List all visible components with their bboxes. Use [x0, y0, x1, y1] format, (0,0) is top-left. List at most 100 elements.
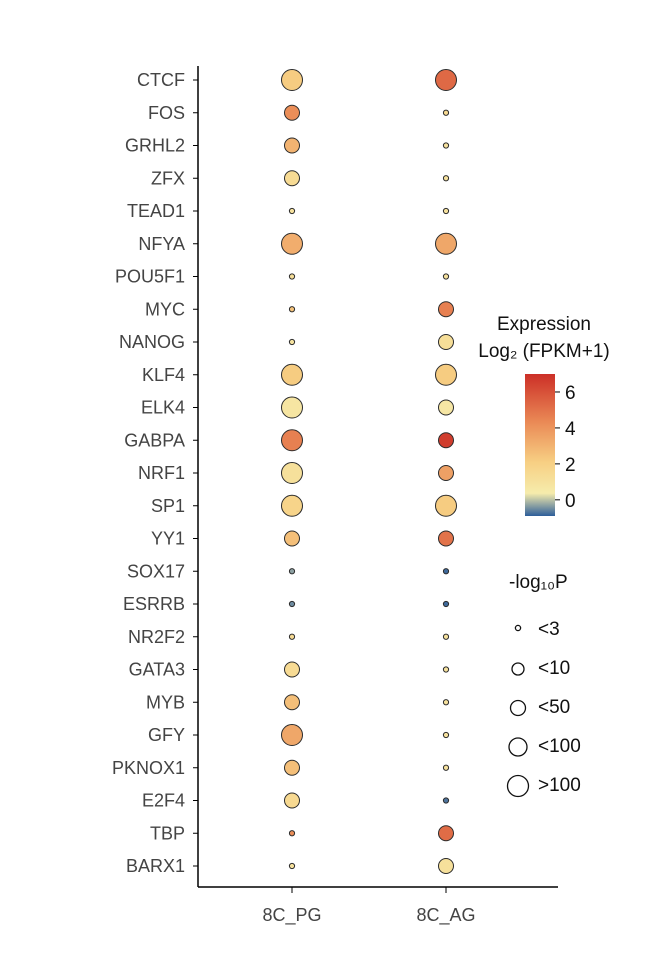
y-tick-label: ELK4: [141, 398, 185, 418]
bubble-point: [442, 764, 450, 771]
size-legend-title: -log₁₀P: [509, 572, 568, 593]
x-tick-label: 8C_PG: [262, 905, 321, 926]
bubble-point: [435, 363, 457, 386]
bubble-point: [442, 633, 450, 640]
bubble-point: [288, 273, 296, 280]
size-legend: -log₁₀P <3 <10 <50 <100 >100: [506, 572, 581, 798]
data-points: [281, 69, 457, 874]
bubble-point: [442, 568, 450, 575]
y-tick-label: NRF1: [138, 463, 185, 483]
bubble-point: [281, 429, 303, 452]
bubble-point: [442, 731, 450, 739]
bubble-point: [438, 432, 454, 449]
color-legend-tick-label: 0: [565, 491, 576, 512]
bubble-point: [442, 207, 450, 215]
size-legend-circle: [508, 737, 528, 757]
size-legend-label: <50: [538, 697, 570, 718]
y-tick-label: NR2F2: [128, 627, 185, 647]
size-legend-circle: [514, 624, 522, 632]
bubble-point: [438, 334, 454, 350]
bubble-point: [442, 797, 450, 804]
bubble-point: [284, 104, 300, 121]
size-legend-entries: <3 <10 <50 <100 >100: [506, 619, 581, 798]
bubble-point: [438, 301, 454, 318]
y-tick-label: GABPA: [124, 430, 185, 450]
y-tick-label: MYC: [145, 299, 185, 319]
y-tick-label: NANOG: [119, 332, 185, 352]
bubble-point: [284, 661, 300, 678]
bubble-point: [438, 465, 454, 481]
y-tick-label: GATA3: [129, 660, 185, 680]
y-tick-label: CTCF: [137, 70, 185, 90]
y-tick-label: NFYA: [138, 234, 185, 254]
y-tick-label: SP1: [151, 496, 185, 516]
bubble-point: [281, 494, 303, 517]
bubble-point: [281, 363, 303, 386]
bubble-point: [442, 273, 450, 280]
y-tick-label: KLF4: [142, 365, 185, 385]
bubble-point: [284, 530, 300, 547]
size-legend-label: <3: [538, 619, 560, 640]
color-legend-title: Expression: [497, 314, 591, 335]
bubble-point: [281, 724, 303, 746]
y-tick-label: GFY: [148, 725, 185, 745]
color-legend-tick-label: 2: [565, 455, 576, 476]
color-bar: [525, 374, 555, 516]
bubble-point: [442, 142, 450, 149]
bubble-point: [288, 568, 296, 575]
y-tick-label: ZFX: [151, 168, 185, 188]
y-tick-label: FOS: [148, 103, 185, 123]
bubble-point: [284, 694, 300, 711]
bubble-point: [442, 109, 450, 116]
bubble-point: [288, 306, 296, 313]
y-tick-label: YY1: [151, 529, 185, 549]
bubble-point: [281, 69, 303, 91]
bubble-point: [442, 699, 450, 706]
color-legend-tick-label: 4: [565, 419, 576, 440]
bubble-point: [288, 338, 296, 346]
bubble-point: [284, 759, 300, 776]
x-tick-label: 8C_AG: [416, 905, 475, 926]
y-tick-label: GRHL2: [125, 136, 185, 156]
x-axis-ticks: 8C_PG 8C_AG: [262, 887, 476, 926]
y-axis-ticks: CTCF FOS GRHL2 ZFX TEAD1 NFYA POU5F1 MYC NANOG KL…: [112, 70, 198, 876]
y-tick-label: TEAD1: [127, 201, 185, 221]
bubble-point: [288, 862, 296, 870]
y-tick-label: TBP: [150, 823, 185, 843]
bubble-point: [435, 69, 457, 91]
bubble-point: [288, 633, 296, 640]
bubble-point: [438, 858, 454, 874]
bubble-point: [288, 600, 296, 608]
size-legend-label: <100: [538, 736, 581, 757]
bubble-point: [435, 494, 457, 517]
plot-axes: [197, 66, 558, 888]
bubble-point: [438, 825, 454, 842]
bubble-point: [442, 666, 450, 673]
size-legend-label: <10: [538, 658, 570, 679]
bubble-point: [438, 399, 454, 416]
color-legend-ticks: 0 2 4 6: [555, 383, 576, 512]
bubble-point: [288, 830, 296, 837]
bubble-point: [435, 232, 457, 255]
bubble-point: [281, 396, 303, 419]
color-legend-tick-label: 6: [565, 383, 576, 404]
bubble-point: [284, 170, 300, 187]
bubble-point: [288, 207, 296, 215]
size-legend-circle: [509, 699, 527, 717]
bubble-point: [284, 137, 300, 154]
size-legend-label: >100: [538, 775, 581, 796]
color-legend-subtitle: Log₂ (FPKM+1): [478, 341, 609, 362]
y-tick-label: SOX17: [127, 561, 185, 581]
bubble-point: [442, 600, 450, 608]
y-tick-label: ESRRB: [123, 594, 185, 614]
size-legend-circle: [506, 774, 530, 798]
color-legend: Expression Log₂ (FPKM+1) 0 2 4 6: [478, 314, 610, 516]
bubble-point: [281, 232, 303, 255]
y-tick-label: E2F4: [142, 791, 185, 811]
bubble-point: [438, 530, 454, 547]
bubble-point: [281, 462, 303, 484]
y-tick-label: MYB: [146, 692, 185, 712]
size-legend-circle: [511, 662, 525, 676]
bubble-point: [284, 792, 300, 809]
